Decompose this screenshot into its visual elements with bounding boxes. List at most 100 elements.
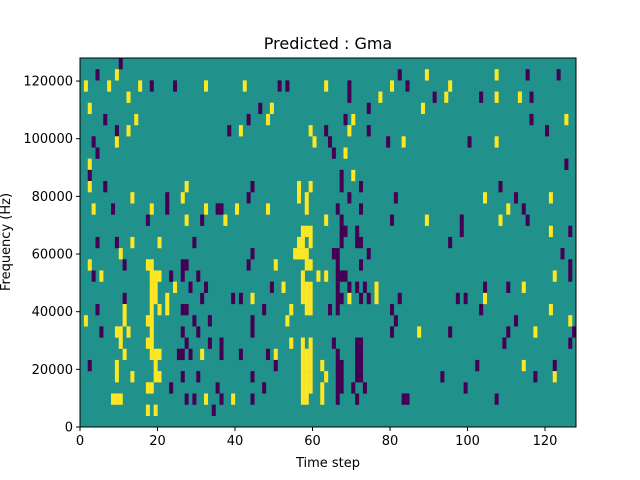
heatmap-cell-low: [393, 192, 398, 204]
heatmap-cell-low: [347, 281, 352, 293]
heatmap-cell-low: [188, 281, 193, 293]
heatmap-cell-low: [192, 236, 197, 249]
heatmap-cells: [80, 58, 577, 427]
heatmap-cell-high: [347, 292, 352, 305]
heatmap-cell-low: [192, 393, 197, 405]
heatmap-cell-high: [153, 359, 158, 372]
heatmap-cell-low: [122, 259, 127, 271]
heatmap-cell-high: [378, 91, 383, 103]
heatmap-cell-low: [99, 326, 104, 338]
heatmap-cell-low: [339, 181, 344, 193]
heatmap-cell-low: [173, 80, 178, 92]
heatmap-cell-low: [393, 315, 398, 327]
heatmap-cell-high: [304, 248, 309, 260]
heatmap-cell-low: [169, 382, 174, 394]
heatmap-cell-high: [552, 371, 557, 383]
heatmap-cell-high: [138, 80, 143, 92]
heatmap-cell-high: [114, 359, 119, 372]
y-axis-label: Frequency (Hz): [0, 193, 14, 291]
heatmap-cell-high: [130, 236, 135, 249]
heatmap-cell-high: [223, 214, 228, 226]
x-tick-label: 80: [382, 434, 399, 449]
heatmap-cell-high: [300, 371, 305, 383]
heatmap-cell-low: [335, 393, 340, 405]
heatmap-cell-high: [149, 382, 154, 394]
heatmap-cell-low: [335, 292, 340, 305]
heatmap-cell-high: [269, 102, 274, 115]
heatmap-cell-high: [351, 113, 356, 126]
heatmap-cell-low: [180, 371, 185, 383]
heatmap-cell-high: [300, 348, 305, 361]
heatmap-cell-high: [153, 348, 158, 361]
heatmap-cell-high: [548, 192, 553, 204]
heatmap-cell-low: [568, 270, 573, 282]
heatmap-cell-low: [506, 326, 511, 338]
heatmap-cell-low: [145, 214, 150, 226]
heatmap-cell-high: [111, 393, 116, 405]
heatmap-cell-high: [149, 326, 154, 338]
heatmap-cell-low: [165, 203, 170, 215]
heatmap-cell-high: [126, 91, 131, 103]
heatmap-cell-low: [339, 292, 344, 305]
heatmap-cell-low: [273, 359, 278, 372]
heatmap-cell-low: [366, 102, 371, 115]
heatmap-cell-low: [227, 125, 232, 137]
heatmap-cell-low: [483, 281, 488, 293]
heatmap-cell-low: [180, 304, 185, 316]
heatmap-cell-high: [568, 315, 573, 327]
heatmap-cell-low: [339, 225, 344, 238]
heatmap-cell-low: [459, 214, 464, 226]
heatmap-cell-low: [359, 348, 364, 361]
heatmap-cell-low: [355, 393, 360, 405]
heatmap-cell-high: [153, 281, 158, 293]
heatmap-cell-low: [529, 91, 534, 103]
heatmap-cell-low: [335, 281, 340, 293]
heatmap-cell-low: [118, 58, 123, 70]
heatmap-cell-low: [479, 304, 484, 316]
x-axis-label: Time step: [295, 456, 360, 471]
heatmap-cell-high: [424, 214, 429, 226]
heatmap-cell-low: [328, 304, 333, 316]
heatmap-cell-high: [114, 326, 119, 338]
heatmap-cell-high: [87, 259, 92, 271]
heatmap-cell-high: [242, 80, 247, 92]
heatmap-cell-low: [339, 371, 344, 383]
heatmap-cell-low: [355, 337, 360, 349]
heatmap-cell-low: [556, 69, 561, 81]
heatmap-cell-high: [149, 292, 154, 305]
heatmap-cell-high: [87, 181, 92, 193]
heatmap-cell-low: [211, 404, 216, 416]
heatmap-cell-low: [564, 158, 569, 170]
heatmap-cell-low: [366, 125, 371, 137]
heatmap-cell-high: [424, 69, 429, 81]
heatmap-cell-low: [269, 281, 274, 293]
heatmap-cell-low: [355, 236, 360, 249]
heatmap-cell-low: [114, 236, 119, 249]
heatmap-cell-high: [157, 236, 162, 249]
heatmap-cell-low: [339, 236, 344, 249]
heatmap-cell-high: [444, 91, 449, 103]
heatmap-cell-high: [145, 259, 150, 271]
heatmap-cell-high: [308, 225, 313, 238]
heatmap-cell-low: [525, 69, 530, 81]
heatmap-cell-high: [304, 225, 309, 238]
heatmap-cell-low: [366, 292, 371, 305]
heatmap-cell-high: [304, 382, 309, 394]
heatmap-cell-low: [343, 270, 348, 282]
heatmap-cell-low: [568, 337, 573, 349]
heatmap-cell-low: [355, 225, 360, 238]
heatmap-cell-high: [304, 192, 309, 204]
heatmap-cell-high: [83, 80, 88, 92]
heatmap-cell-high: [308, 259, 313, 271]
x-tick-label: 100: [455, 434, 480, 449]
heatmap-cell-high: [114, 136, 119, 148]
heatmap-cell-low: [463, 382, 468, 394]
heatmap-cell-low: [347, 91, 352, 103]
heatmap-cell-low: [262, 304, 267, 316]
heatmap-cell-high: [281, 281, 286, 293]
heatmap-cell-high: [122, 348, 127, 361]
heatmap-cell-high: [173, 281, 178, 293]
heatmap-cell-low: [502, 337, 507, 349]
heatmap-cell-low: [246, 259, 251, 271]
heatmap-cell-high: [300, 359, 305, 372]
